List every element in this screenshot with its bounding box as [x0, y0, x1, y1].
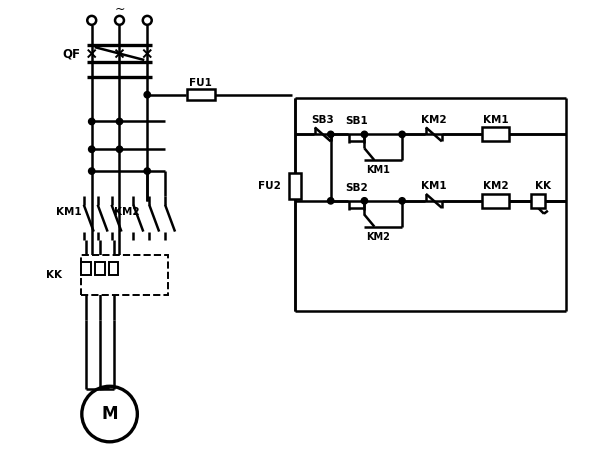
Circle shape: [399, 131, 405, 137]
Circle shape: [399, 198, 405, 204]
Text: KM1: KM1: [483, 115, 508, 124]
Bar: [109, 262, 119, 275]
Circle shape: [144, 91, 151, 98]
Circle shape: [88, 168, 95, 174]
Text: KM2: KM2: [483, 181, 508, 191]
Text: QF: QF: [62, 48, 80, 61]
Bar: [81, 255, 168, 295]
Text: KM1: KM1: [56, 207, 82, 217]
Circle shape: [116, 118, 123, 125]
Text: SB2: SB2: [345, 183, 368, 193]
Bar: [289, 173, 301, 199]
Text: FU1: FU1: [189, 78, 212, 88]
Circle shape: [88, 118, 95, 125]
Text: KK: KK: [535, 181, 551, 191]
Bar: [95, 262, 104, 275]
Text: M: M: [101, 405, 118, 423]
Bar: [187, 89, 215, 100]
Circle shape: [88, 146, 95, 152]
Text: KM2: KM2: [113, 207, 139, 217]
Text: SB1: SB1: [345, 116, 368, 126]
Circle shape: [327, 131, 334, 137]
Text: SB3: SB3: [311, 115, 334, 124]
Bar: [531, 194, 545, 208]
Bar: [482, 127, 509, 141]
Text: KK: KK: [46, 270, 62, 280]
Text: KM2: KM2: [366, 232, 390, 241]
Circle shape: [327, 198, 334, 204]
Text: KM1: KM1: [366, 165, 390, 175]
Text: FU2: FU2: [259, 181, 281, 191]
Circle shape: [361, 131, 368, 137]
Bar: [482, 194, 509, 208]
Text: ~: ~: [114, 3, 125, 16]
Text: KM1: KM1: [421, 181, 447, 191]
Circle shape: [361, 198, 368, 204]
Circle shape: [116, 146, 123, 152]
Circle shape: [144, 168, 151, 174]
Bar: [81, 262, 91, 275]
Text: KM2: KM2: [421, 115, 447, 124]
